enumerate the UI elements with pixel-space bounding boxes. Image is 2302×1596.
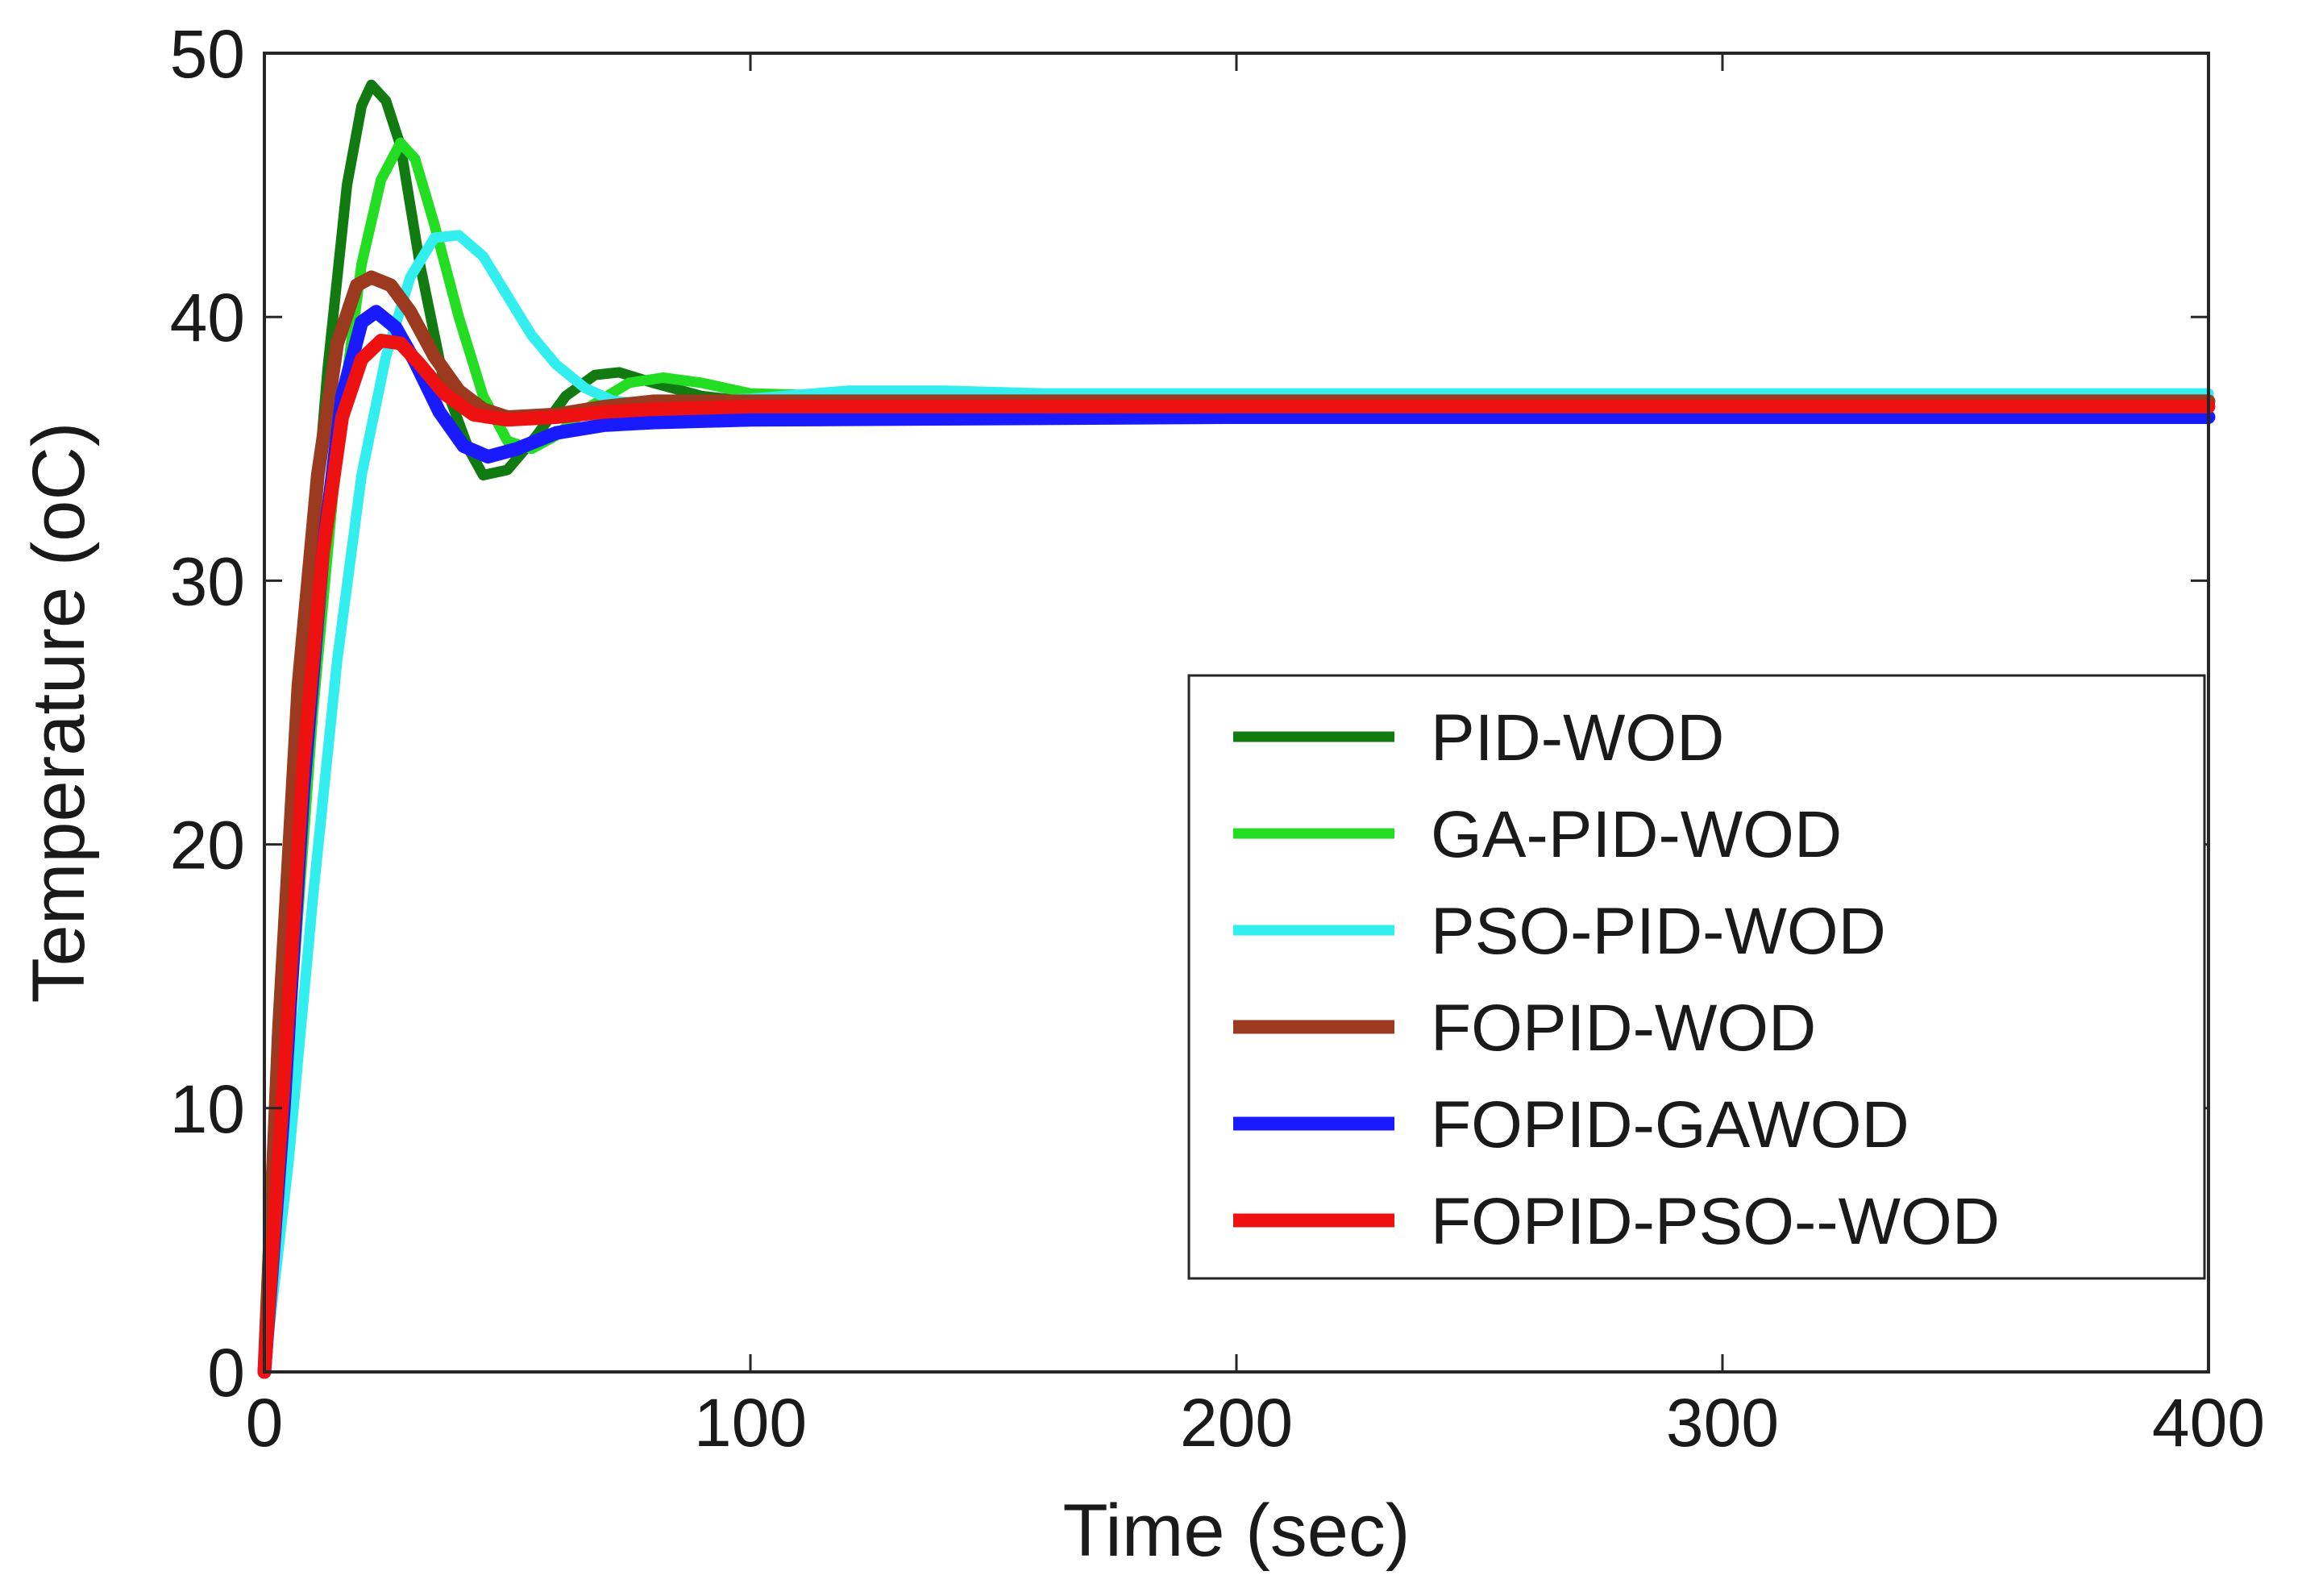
y-tick-label: 0 — [207, 1335, 245, 1411]
legend-label-ga-pid-wod: GA-PID-WOD — [1431, 798, 1842, 871]
x-axis-label: Time (sec) — [1062, 1490, 1410, 1572]
series-layer — [257, 79, 2216, 1379]
x-tick-label: 100 — [694, 1385, 807, 1461]
x-tick-label: 200 — [1180, 1385, 1293, 1461]
x-tick-label: 0 — [246, 1385, 284, 1461]
legend-box — [1187, 674, 2206, 1280]
y-tick-label: 30 — [170, 543, 245, 619]
x-tick-label: 300 — [1666, 1385, 1779, 1461]
legend-label-pso-pid-wod: PSO-PID-WOD — [1431, 895, 1886, 968]
legend-label-fopid-pso-wod: FOPID-PSO--WOD — [1431, 1185, 2000, 1258]
legend-label-fopid-wod: FOPID-WOD — [1431, 991, 1816, 1065]
y-tick-label: 20 — [170, 808, 245, 883]
series-line-fopid-pso-wod — [257, 334, 2216, 1379]
legend-label-pid-wod: PID-WOD — [1431, 701, 1724, 775]
legend: PID-WOD GA-PID-WOD PSO-PID-WOD FOPID-WOD FOP… — [1187, 674, 2206, 1280]
x-tick-label: 400 — [2152, 1385, 2265, 1461]
legend-label-fopid-gawod: FOPID-GAWOD — [1431, 1088, 1909, 1162]
ticks-layer: 0 100 200 300 400 0 10 20 30 40 50 — [170, 16, 2266, 1461]
series-line-pso-pid-wod — [259, 230, 2214, 1378]
y-tick-label: 50 — [170, 16, 245, 92]
y-axis-label: Temperature (oC) — [18, 422, 100, 1004]
y-tick-label: 40 — [170, 280, 245, 355]
y-tick-label: 10 — [170, 1071, 245, 1147]
